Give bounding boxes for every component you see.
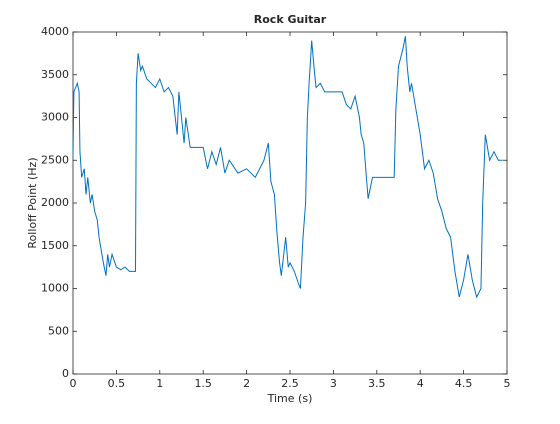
x-tick-label: 2.5 xyxy=(281,377,299,390)
x-tick-label: 3.5 xyxy=(368,377,386,390)
y-axis-label: Rolloff Point (Hz) xyxy=(26,157,39,248)
y-tick-label: 0 xyxy=(62,367,69,380)
chart-title: Rock Guitar xyxy=(254,13,327,26)
y-tick-label: 4000 xyxy=(41,25,69,38)
x-tick-label: 0.5 xyxy=(108,377,126,390)
x-tick-label: 5 xyxy=(504,377,511,390)
data-line xyxy=(72,36,503,299)
y-tick-label: 3500 xyxy=(41,68,69,81)
y-tick-label: 1500 xyxy=(41,239,69,252)
x-tick-label: 4.5 xyxy=(455,377,473,390)
y-tick-label: 1000 xyxy=(41,282,69,295)
x-tick-label: 1.5 xyxy=(194,377,212,390)
x-tick-label: 1 xyxy=(156,377,163,390)
x-axis-label: Time (s) xyxy=(267,392,313,405)
x-tick-label: 4 xyxy=(417,377,424,390)
y-tick-label: 2500 xyxy=(41,153,69,166)
y-tick-label: 3000 xyxy=(41,111,69,124)
x-tick-label: 0 xyxy=(70,377,77,390)
y-tick-label: 500 xyxy=(48,324,69,337)
plot-box xyxy=(72,31,508,375)
x-tick-label: 2 xyxy=(243,377,250,390)
x-tick-label: 3 xyxy=(330,377,337,390)
y-tick-label: 2000 xyxy=(41,196,69,209)
